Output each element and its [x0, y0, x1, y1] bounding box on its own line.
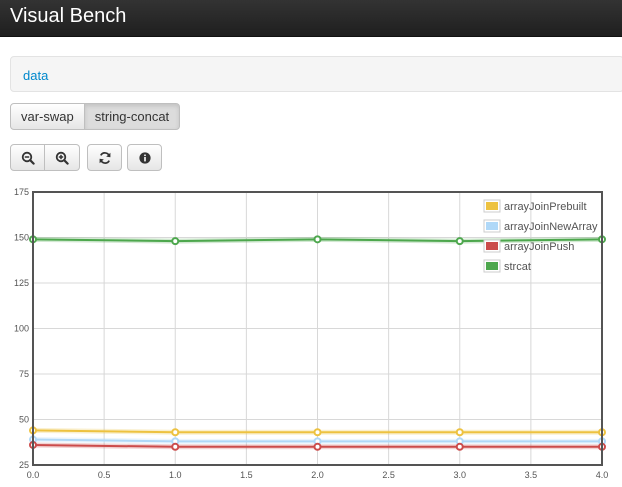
legend-swatch-arrayJoinPush	[486, 242, 498, 250]
refresh-icon	[99, 151, 110, 164]
info-button[interactable]	[127, 144, 162, 171]
info-icon	[138, 151, 151, 164]
info-group	[127, 144, 162, 171]
y-tick-label: 150	[14, 233, 29, 243]
x-tick-label: 3.5	[525, 470, 538, 480]
zoom-in-button[interactable]	[45, 144, 80, 171]
y-tick-label: 175	[14, 187, 29, 197]
data-point-strcat	[313, 235, 322, 244]
x-tick-label: 1.0	[169, 470, 182, 480]
tab-var-swap[interactable]: var-swap	[10, 103, 85, 130]
x-tick-label: 0.0	[27, 470, 40, 480]
data-point-strcat	[455, 237, 464, 246]
legend-swatch-arrayJoinNewArray	[486, 222, 498, 230]
refresh-button[interactable]	[87, 144, 122, 171]
zoom-out-icon	[21, 151, 35, 165]
top-navbar: Visual Bench	[0, 0, 622, 37]
y-tick-label: 25	[19, 460, 29, 470]
benchmark-tabs: var-swap string-concat	[10, 103, 181, 130]
data-point-arrayJoinPrebuilt	[455, 428, 464, 437]
breadcrumb: data	[10, 56, 622, 92]
legend-swatch-arrayJoinPrebuilt	[486, 202, 498, 210]
data-point-strcat	[171, 237, 180, 246]
y-tick-label: 75	[19, 369, 29, 379]
breadcrumb-data-link[interactable]: data	[23, 68, 49, 83]
x-tick-label: 2.0	[311, 470, 324, 480]
legend-swatch-strcat	[486, 262, 498, 270]
plot-frame	[32, 191, 603, 466]
zoom-in-icon	[55, 151, 69, 165]
x-tick-label: 1.5	[240, 470, 253, 480]
data-point-arrayJoinPush	[171, 442, 180, 451]
refresh-group	[87, 144, 122, 171]
x-tick-label: 4.0	[596, 470, 609, 480]
y-tick-label: 50	[19, 415, 29, 425]
legend-label-arrayJoinPrebuilt: arrayJoinPrebuilt	[504, 201, 587, 213]
data-point-arrayJoinPrebuilt	[313, 428, 322, 437]
data-point-arrayJoinPrebuilt	[171, 428, 180, 437]
chart-legend: arrayJoinPrebuilt arrayJoinNewArray arrayJ…	[483, 199, 598, 273]
x-tick-label: 2.5	[382, 470, 395, 480]
zoom-button-group	[10, 144, 80, 171]
y-tick-label: 100	[14, 324, 29, 334]
tab-string-concat[interactable]: string-concat	[84, 103, 181, 130]
x-axis-ticks: 0.0 0.5 1.0 1.5 2.0 2.5 3.0 3.5 4.0	[27, 470, 609, 480]
data-point-arrayJoinPush	[313, 442, 322, 451]
legend-label-arrayJoinNewArray: arrayJoinNewArray	[504, 221, 598, 233]
y-tick-label: 125	[14, 278, 29, 288]
chart-series	[29, 235, 606, 451]
y-axis-ticks: 25 50 75 100 125 150 175	[14, 187, 29, 470]
app-title[interactable]: Visual Bench	[10, 5, 127, 27]
x-tick-label: 3.0	[453, 470, 466, 480]
benchmark-line-chart: 0.0 0.5 1.0 1.5 2.0 2.5 3.0 3.5 4.0 25 50 75 100 125…	[14, 187, 609, 480]
x-tick-label: 0.5	[98, 470, 111, 480]
data-point-arrayJoinPush	[455, 442, 464, 451]
legend-label-strcat: strcat	[504, 261, 531, 273]
zoom-out-button[interactable]	[10, 144, 45, 171]
legend-label-arrayJoinPush: arrayJoinPush	[504, 241, 574, 253]
